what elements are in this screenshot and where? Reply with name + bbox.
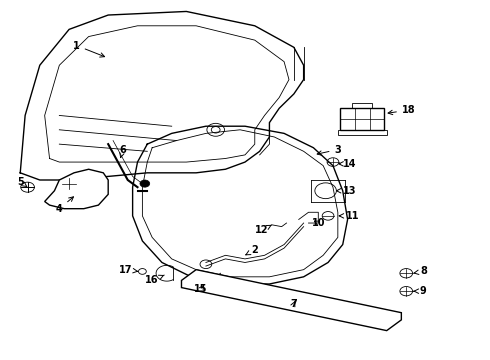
Text: 5: 5 — [17, 177, 27, 187]
Text: 4: 4 — [56, 197, 74, 214]
Text: 18: 18 — [388, 105, 416, 115]
Text: 12: 12 — [255, 225, 271, 235]
Text: 16: 16 — [146, 275, 164, 285]
Bar — [340, 108, 384, 130]
Text: 11: 11 — [339, 211, 359, 221]
Text: 2: 2 — [246, 245, 258, 255]
Text: 9: 9 — [414, 286, 427, 296]
Text: 1: 1 — [73, 41, 104, 57]
Polygon shape — [181, 270, 401, 330]
Text: 3: 3 — [317, 144, 341, 155]
Text: 6: 6 — [120, 144, 126, 158]
Polygon shape — [45, 169, 108, 209]
Text: 10: 10 — [312, 218, 325, 228]
Circle shape — [140, 180, 150, 187]
Text: 8: 8 — [414, 266, 427, 276]
Bar — [338, 130, 387, 135]
Text: 7: 7 — [291, 299, 297, 309]
Text: 17: 17 — [119, 265, 138, 275]
Text: 15: 15 — [194, 284, 208, 294]
Bar — [352, 103, 372, 108]
Text: 14: 14 — [339, 159, 357, 169]
Text: 13: 13 — [337, 186, 357, 196]
